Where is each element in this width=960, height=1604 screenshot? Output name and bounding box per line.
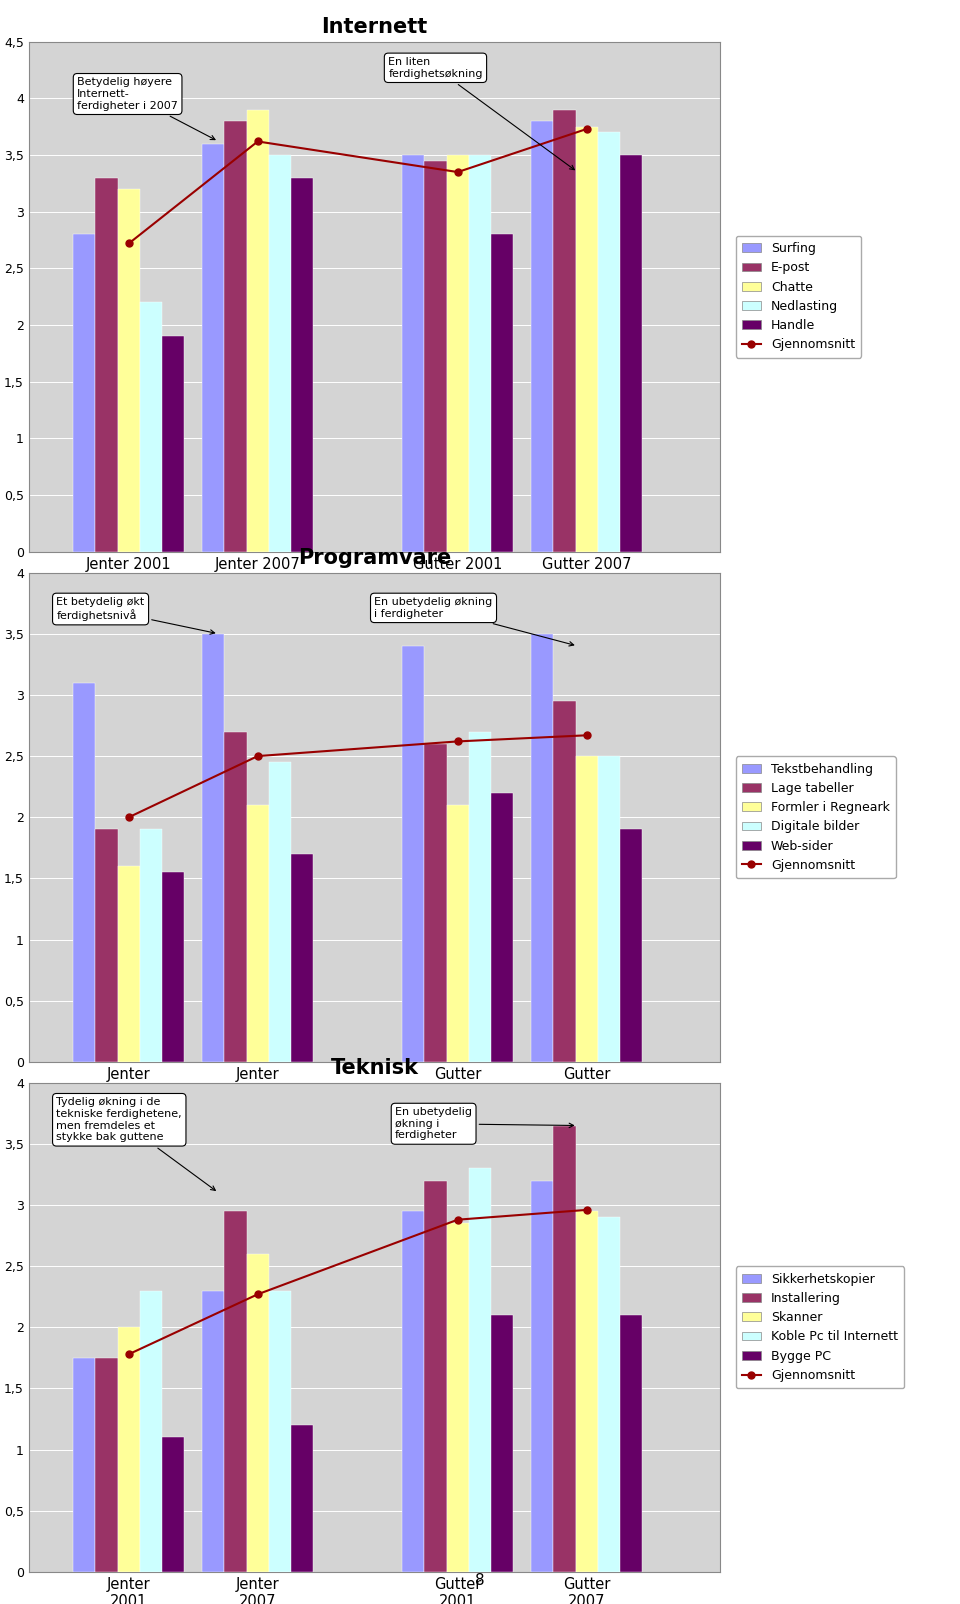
Bar — [531, 1181, 553, 1572]
Bar — [402, 646, 424, 1062]
Bar — [73, 1359, 95, 1572]
Bar — [269, 1291, 291, 1572]
Bar — [225, 731, 247, 1062]
Bar — [247, 1254, 269, 1572]
Bar — [203, 144, 225, 552]
Bar — [576, 1211, 598, 1572]
Title: Programvare: Programvare — [298, 549, 451, 568]
Bar — [531, 634, 553, 1062]
Bar — [269, 762, 291, 1062]
Bar — [247, 805, 269, 1062]
Bar — [95, 178, 118, 552]
Bar — [140, 1291, 162, 1572]
Text: Betydelig høyere
Internett-
ferdigheter i 2007: Betydelig høyere Internett- ferdigheter … — [77, 77, 215, 140]
Text: Tydelig økning i de
tekniske ferdighetene,
men fremdeles et
stykke bak guttene: Tydelig økning i de tekniske ferdigheten… — [57, 1097, 215, 1190]
Bar — [95, 1359, 118, 1572]
Bar — [118, 189, 140, 552]
Bar — [553, 701, 576, 1062]
Bar — [446, 805, 468, 1062]
Text: En ubetydelig
økning i
ferdigheter: En ubetydelig økning i ferdigheter — [396, 1107, 573, 1140]
Bar — [468, 731, 492, 1062]
Bar — [402, 156, 424, 552]
Bar — [553, 109, 576, 552]
Bar — [118, 866, 140, 1062]
Bar — [620, 1315, 642, 1572]
Bar — [576, 755, 598, 1062]
Bar — [531, 120, 553, 552]
Text: 8: 8 — [475, 1574, 485, 1588]
Bar — [620, 829, 642, 1062]
Bar — [492, 792, 514, 1062]
Bar — [576, 127, 598, 552]
Bar — [598, 133, 620, 552]
Legend: Sikkerhetskopier, Installering, Skanner, Koble Pc til Internett, Bygge PC, Gjenn: Sikkerhetskopier, Installering, Skanner,… — [736, 1267, 904, 1387]
Bar — [95, 829, 118, 1062]
Bar — [424, 1181, 446, 1572]
Bar — [73, 234, 95, 552]
Bar — [291, 853, 313, 1062]
Bar — [225, 120, 247, 552]
Bar — [468, 156, 492, 552]
Bar — [203, 634, 225, 1062]
Legend: Tekstbehandling, Lage tabeller, Formler i Regneark, Digitale bilder, Web-sider, : Tekstbehandling, Lage tabeller, Formler … — [736, 757, 896, 877]
Bar — [162, 1437, 184, 1572]
Text: En liten
ferdighetsøkning: En liten ferdighetsøkning — [388, 58, 574, 170]
Bar — [291, 1424, 313, 1572]
Legend: Surfing, E-post, Chatte, Nedlasting, Handle, Gjennomsnitt: Surfing, E-post, Chatte, Nedlasting, Han… — [736, 236, 861, 358]
Bar — [203, 1291, 225, 1572]
Text: Et betydelig økt
ferdighetsnivå: Et betydelig økt ferdighetsnivå — [57, 597, 215, 634]
Bar — [140, 829, 162, 1062]
Bar — [247, 109, 269, 552]
Bar — [140, 303, 162, 552]
Bar — [620, 156, 642, 552]
Bar — [118, 1327, 140, 1572]
Bar — [162, 337, 184, 552]
Bar — [492, 1315, 514, 1572]
Bar — [162, 873, 184, 1062]
Bar — [598, 1217, 620, 1572]
Bar — [73, 683, 95, 1062]
Title: Teknisk: Teknisk — [330, 1059, 419, 1078]
Bar — [446, 1224, 468, 1572]
Bar — [446, 156, 468, 552]
Bar — [402, 1211, 424, 1572]
Text: En ubetydelig økning
i ferdigheter: En ubetydelig økning i ferdigheter — [374, 597, 574, 646]
Bar — [269, 156, 291, 552]
Title: Internett: Internett — [322, 18, 427, 37]
Bar — [424, 744, 446, 1062]
Bar — [468, 1168, 492, 1572]
Bar — [492, 234, 514, 552]
Bar — [291, 178, 313, 552]
Bar — [553, 1126, 576, 1572]
Bar — [598, 755, 620, 1062]
Bar — [424, 160, 446, 552]
Bar — [225, 1211, 247, 1572]
